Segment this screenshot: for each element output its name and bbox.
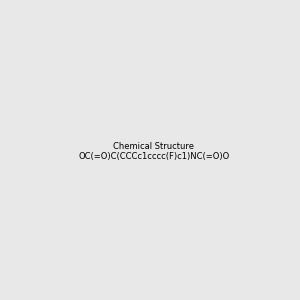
Text: Chemical Structure
OC(=O)C(CCCc1cccc(F)c1)NC(=O)O: Chemical Structure OC(=O)C(CCCc1cccc(F)c… xyxy=(78,142,230,161)
